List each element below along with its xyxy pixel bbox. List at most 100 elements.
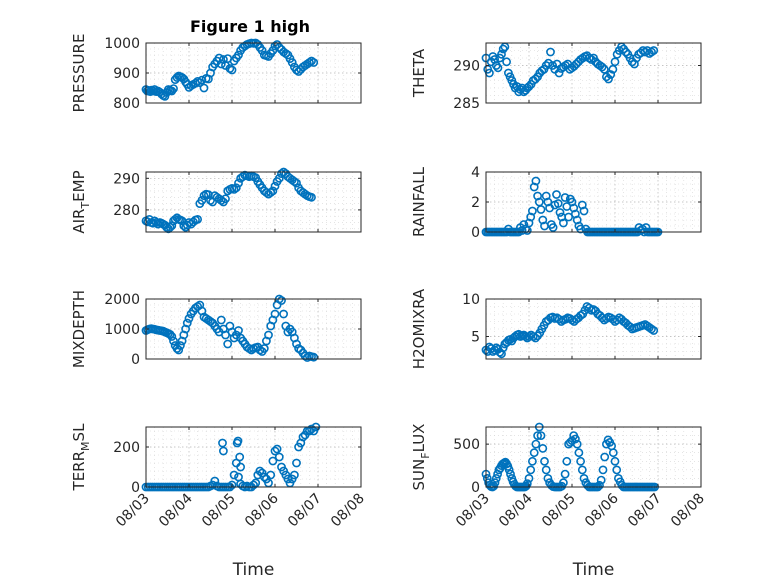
data-point bbox=[533, 431, 542, 440]
data-point bbox=[531, 333, 540, 343]
data-point bbox=[546, 47, 555, 57]
data-point bbox=[536, 205, 546, 214]
data-point bbox=[227, 480, 237, 490]
data-point bbox=[536, 431, 546, 440]
y-axis-label-main: RAINFALL bbox=[410, 166, 428, 237]
axes-frame bbox=[485, 42, 702, 104]
data-point bbox=[579, 473, 589, 483]
data-point bbox=[526, 465, 536, 475]
data-point bbox=[165, 222, 175, 232]
data-point bbox=[274, 452, 284, 462]
series-markers bbox=[481, 302, 659, 359]
data-point bbox=[529, 182, 539, 192]
data-point bbox=[184, 314, 194, 323]
data-point bbox=[289, 470, 299, 480]
data-point bbox=[292, 339, 301, 349]
data-point bbox=[529, 448, 539, 458]
y-tick-label: 1000 bbox=[104, 322, 140, 338]
data-point bbox=[175, 341, 185, 350]
data-point bbox=[234, 326, 243, 335]
data-point bbox=[309, 352, 319, 362]
y-axis-label-rest: SL bbox=[70, 423, 88, 442]
data-point bbox=[569, 61, 579, 71]
data-point bbox=[528, 456, 537, 466]
data-point bbox=[227, 65, 237, 75]
data-point bbox=[560, 193, 570, 202]
data-point bbox=[596, 475, 606, 485]
data-point bbox=[541, 61, 551, 70]
data-point bbox=[270, 181, 280, 191]
data-point bbox=[292, 458, 301, 468]
data-point bbox=[249, 480, 258, 490]
data-point bbox=[218, 438, 227, 448]
data-point bbox=[493, 63, 503, 73]
axes-background bbox=[486, 427, 701, 487]
data-point bbox=[541, 465, 551, 475]
data-point bbox=[298, 432, 308, 442]
y-tick-label: 290 bbox=[453, 59, 480, 75]
data-point bbox=[268, 186, 278, 196]
axes-frame bbox=[485, 298, 702, 360]
data-point bbox=[272, 444, 282, 454]
x-tick-label: 08/06 bbox=[582, 490, 622, 530]
y-tick-label: 2 bbox=[471, 195, 480, 211]
data-point bbox=[621, 47, 631, 57]
data-point bbox=[294, 67, 303, 76]
subplot-2: 285 290 THETA bbox=[410, 42, 702, 112]
data-point bbox=[572, 439, 582, 449]
data-point bbox=[610, 57, 620, 67]
subplot-1: 800 900 1000 PRESSURE bbox=[70, 34, 362, 112]
data-point bbox=[553, 199, 563, 208]
y-tick-label: 800 bbox=[113, 96, 140, 112]
data-point bbox=[229, 470, 239, 480]
y-axis-label-main: THETA bbox=[410, 48, 428, 98]
data-point bbox=[606, 70, 616, 79]
subplot-6: 5 10 H2OMIXRA bbox=[410, 288, 702, 369]
y-axis-label: H2OMIXRA bbox=[410, 288, 428, 369]
y-axis-label-main: SUN bbox=[410, 459, 428, 491]
data-point bbox=[490, 345, 499, 355]
axes-frame bbox=[145, 171, 362, 233]
y-tick-label: 10 bbox=[462, 292, 480, 308]
x-axis-label: Time bbox=[572, 560, 615, 580]
data-point bbox=[562, 456, 572, 466]
data-point bbox=[554, 314, 564, 324]
data-point bbox=[524, 218, 534, 228]
y-tick-label: 200 bbox=[113, 440, 140, 456]
data-point bbox=[195, 78, 205, 87]
data-point bbox=[599, 64, 609, 74]
y-axis-label-subscript: T bbox=[79, 202, 92, 210]
data-point bbox=[554, 68, 564, 78]
data-point bbox=[649, 326, 659, 335]
x-tick-label: 08/07 bbox=[285, 491, 325, 531]
data-point bbox=[498, 44, 508, 54]
data-point bbox=[574, 448, 584, 458]
subplot-3: 280 290 AIRTEMP bbox=[70, 167, 362, 234]
data-point bbox=[231, 183, 241, 193]
data-point bbox=[289, 177, 299, 186]
data-point bbox=[292, 178, 301, 188]
y-axis-label-rest: EMP bbox=[70, 170, 88, 201]
data-point bbox=[569, 203, 579, 213]
data-point bbox=[162, 222, 171, 232]
x-tick-label: 08/04 bbox=[496, 490, 536, 530]
data-point bbox=[216, 195, 226, 205]
data-point bbox=[610, 456, 620, 466]
data-point bbox=[177, 336, 187, 346]
data-point bbox=[233, 436, 243, 446]
data-point bbox=[270, 446, 280, 456]
y-axis-label: THETA bbox=[410, 48, 428, 98]
data-point bbox=[531, 176, 541, 186]
subplot-8: 0 500 08/03 08/04 08/05 08/06 08/07 08/08 Time SU… bbox=[410, 422, 708, 580]
series-markers bbox=[141, 167, 316, 234]
data-point bbox=[502, 57, 511, 67]
axes-frame bbox=[145, 426, 362, 488]
data-point bbox=[223, 339, 233, 349]
data-point bbox=[555, 208, 565, 217]
data-point bbox=[497, 349, 506, 359]
data-point bbox=[612, 465, 622, 475]
data-point bbox=[235, 452, 245, 462]
subplot-5: 0 1000 2000 MIXDEPTH bbox=[70, 290, 362, 368]
